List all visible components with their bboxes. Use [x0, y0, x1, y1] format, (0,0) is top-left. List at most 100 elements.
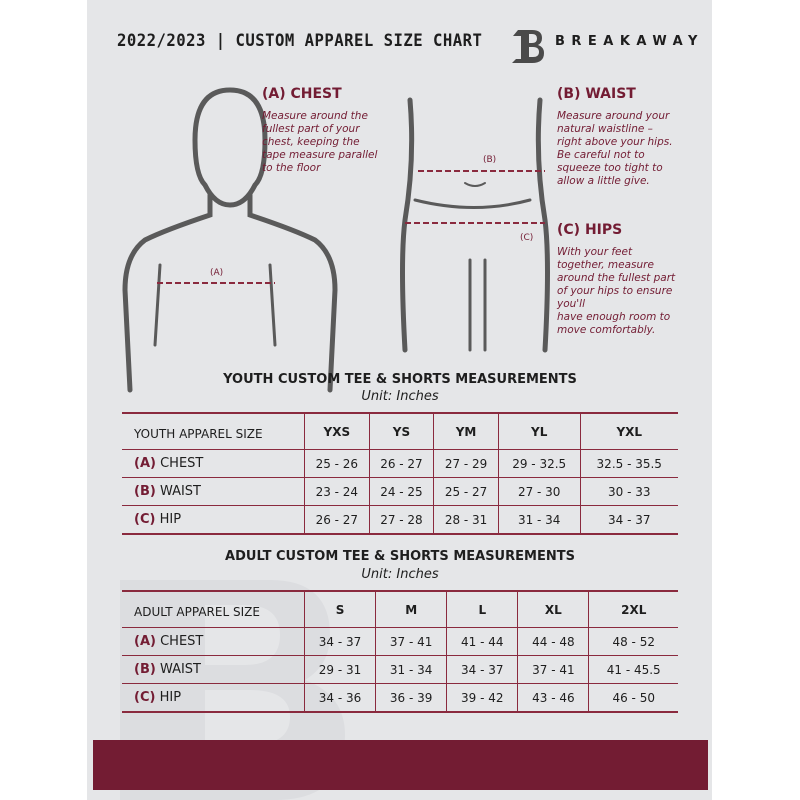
row-tag: (C)	[134, 690, 156, 705]
line: chest, keeping the	[262, 136, 360, 148]
row-tag: (A)	[134, 456, 156, 471]
table-row: (B) WAIST 23 - 24 24 - 25 25 - 27 27 - 30 30 …	[122, 477, 678, 506]
cell: 27 - 29	[433, 449, 499, 478]
line: allow a little give.	[557, 175, 650, 187]
upper-body-figure	[122, 87, 338, 393]
row-tag: (C)	[134, 512, 156, 527]
size-header: XL	[517, 590, 590, 628]
cell: 37 - 41	[517, 655, 590, 684]
youth-size-table: YOUTH APPAREL SIZE YXS YS YM YL YXL (A) …	[122, 412, 678, 535]
row-name: WAIST	[159, 484, 202, 499]
row-name: WAIST	[159, 662, 202, 677]
row-tag: (A)	[134, 634, 156, 649]
row-label: (A) CHEST	[122, 449, 305, 478]
cell: 34 - 37	[579, 505, 678, 535]
waist-marker: (B)	[483, 155, 497, 165]
header-label: YOUTH APPAREL SIZE	[122, 412, 305, 450]
line: move comfortably.	[557, 324, 656, 336]
cell: 48 - 52	[588, 627, 678, 656]
cell: 31 - 34	[375, 655, 448, 684]
line: to the floor	[262, 162, 321, 174]
line: Measure around the	[262, 110, 368, 122]
line: natural waistline –	[557, 123, 653, 135]
cell: 25 - 26	[304, 449, 370, 478]
line: you'll	[557, 298, 586, 310]
cell: 24 - 25	[368, 477, 435, 506]
line: fullest part of your	[262, 123, 360, 135]
cell: 32.5 - 35.5	[579, 449, 678, 478]
row-name: CHEST	[160, 634, 204, 649]
cell: 26 - 27	[304, 505, 370, 535]
chest-guide: (A) CHEST Measure around the fullest par…	[262, 86, 377, 175]
youth-unit: Unit: Inches	[361, 389, 439, 404]
table-header-row: YOUTH APPAREL SIZE YXS YS YM YL YXL	[122, 412, 678, 450]
line: together, measure	[557, 259, 654, 271]
cell: 34 - 37	[303, 627, 377, 656]
hip-marker: (C)	[520, 233, 534, 243]
cell: 26 - 27	[368, 449, 435, 478]
cell: 31 - 34	[497, 505, 581, 535]
cell: 36 - 39	[375, 683, 448, 713]
cell: 25 - 27	[433, 477, 499, 506]
table-row: (A) CHEST 34 - 37 37 - 41 41 - 44 44 - 48 48 …	[122, 627, 678, 656]
hips-guide: (C) HIPS With your feet together, measur…	[557, 222, 675, 337]
row-name: HIP	[159, 690, 182, 705]
youth-section-title: YOUTH CUSTOM TEE & SHORTS MEASUREMENTS	[223, 372, 577, 387]
page-title: 2022/2023 | CUSTOM APPAREL SIZE CHART	[117, 31, 483, 51]
table-header-row: ADULT APPAREL SIZE S M L XL 2XL	[122, 590, 678, 628]
line: around the fullest part	[557, 272, 676, 284]
line: Be careful not to	[557, 149, 645, 161]
cell: 34 - 37	[446, 655, 519, 684]
size-header: YL	[497, 412, 581, 450]
lower-body-figure	[400, 97, 550, 353]
line: of your hips to ensure	[557, 285, 673, 297]
cell: 37 - 41	[375, 627, 448, 656]
adult-unit: Unit: Inches	[361, 567, 439, 582]
row-label: (B) WAIST	[122, 477, 305, 506]
line: tape measure parallel	[262, 149, 378, 161]
chest-marker: (A)	[210, 268, 224, 278]
cell: 29 - 32.5	[497, 449, 581, 478]
size-header: L	[446, 590, 519, 628]
cell: 43 - 46	[517, 683, 590, 713]
row-label: (B) WAIST	[122, 655, 305, 684]
waist-description: Measure around your natural waistline – …	[557, 110, 673, 188]
chest-description: Measure around the fullest part of your …	[262, 110, 377, 175]
cell: 23 - 24	[304, 477, 370, 506]
line: Measure around your	[557, 110, 670, 122]
waist-heading: (B) WAIST	[557, 86, 636, 102]
table-row: (C) HIP 34 - 36 36 - 39 39 - 42 43 - 46 46 - …	[122, 683, 678, 713]
size-header: M	[375, 590, 448, 628]
row-tag: (B)	[134, 484, 156, 499]
cell: 30 - 33	[579, 477, 678, 506]
cell: 46 - 50	[588, 683, 678, 713]
brand-name: BREAKAWAY	[555, 34, 704, 49]
size-header: YS	[368, 412, 435, 450]
hips-description: With your feet together, measure around …	[557, 246, 675, 337]
size-header: YXS	[304, 412, 370, 450]
table-row: (B) WAIST 29 - 31 31 - 34 34 - 37 37 - 41 41 …	[122, 655, 678, 684]
cell: 44 - 48	[517, 627, 590, 656]
row-label: (A) CHEST	[122, 627, 305, 656]
cell: 34 - 36	[303, 683, 377, 713]
row-label: (C) HIP	[122, 505, 305, 535]
adult-section-title: ADULT CUSTOM TEE & SHORTS MEASUREMENTS	[225, 549, 575, 564]
cell: 29 - 31	[303, 655, 377, 684]
hips-heading: (C) HIPS	[557, 222, 623, 238]
header-label: ADULT APPAREL SIZE	[122, 590, 305, 628]
line: have enough room to	[557, 311, 671, 323]
footer-bar	[93, 740, 708, 790]
row-name: HIP	[159, 512, 182, 527]
cell: 27 - 28	[368, 505, 435, 535]
line: With your feet	[557, 246, 633, 258]
cell: 27 - 30	[497, 477, 581, 506]
cell: 39 - 42	[446, 683, 519, 713]
table-row: (C) HIP 26 - 27 27 - 28 28 - 31 31 - 34 34 - …	[122, 505, 678, 535]
row-name: CHEST	[160, 456, 204, 471]
size-header: YM	[433, 412, 499, 450]
table-row: (A) CHEST 25 - 26 26 - 27 27 - 29 29 - 32.5 3…	[122, 449, 678, 478]
chest-heading: (A) CHEST	[262, 86, 342, 102]
cell: 28 - 31	[433, 505, 499, 535]
waist-guide: (B) WAIST Measure around your natural wa…	[557, 86, 673, 188]
cell: 41 - 44	[446, 627, 519, 656]
